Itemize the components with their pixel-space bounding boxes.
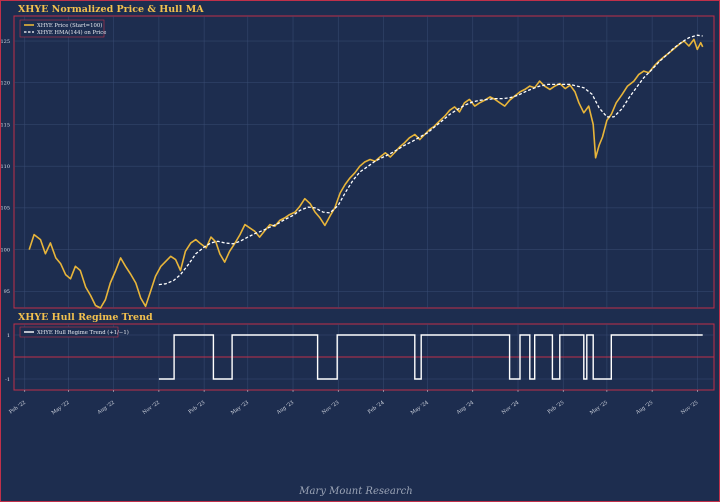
x-tick-label: May '23 <box>230 400 250 417</box>
x-tick-label: Aug '24 <box>455 400 475 417</box>
x-tick-label: Feb '23 <box>188 400 207 416</box>
x-tick-label: Feb '24 <box>367 400 386 416</box>
x-tick-label: May '22 <box>51 400 71 417</box>
price-grid <box>14 16 714 308</box>
price-legend-box <box>19 19 105 38</box>
x-tick-label: Nov '22 <box>142 400 161 416</box>
regime-series <box>158 334 703 380</box>
x-tick-label: Nov '24 <box>501 400 520 416</box>
price-panel-title: XHYE Normalized Price & Hull MA <box>18 4 204 15</box>
regime-panel: XHYE Hull Regime Trend -1 1 XHYE Hull Reg… <box>5 312 715 391</box>
price-y-tick-label: 100 <box>0 247 10 253</box>
hma-line <box>158 34 703 286</box>
regime-legend-box <box>19 326 119 338</box>
price-y-tick-label: 105 <box>0 206 10 212</box>
price-y-tick-label: 125 <box>0 39 10 45</box>
price-legend: XHYE Price (Start=100) XHYE HMA(144) on … <box>19 19 106 38</box>
price-y-tick-label: 115 <box>0 122 10 128</box>
price-y-tick-label: 110 <box>0 164 10 170</box>
price-y-ticks: 95 100 105 110 115 120 125 <box>0 39 10 295</box>
x-tick-label: Aug '22 <box>96 400 116 417</box>
price-y-tick-label: 120 <box>0 81 10 87</box>
price-line <box>28 38 704 309</box>
regime-y-ticks: -1 1 <box>5 333 10 383</box>
x-tick-label: Aug '25 <box>634 400 654 417</box>
price-legend-label: XHYE Price (Start=100) <box>37 22 102 29</box>
x-tick-label: Feb '22 <box>8 400 27 416</box>
x-axis-ticks: Feb '22 May '22 Aug '22 Nov '22 Feb '23 May '… <box>8 390 699 416</box>
hma-legend-label: XHYE HMA(144) on Price <box>37 29 106 36</box>
x-tick-label: Aug '23 <box>275 400 295 417</box>
regime-legend: XHYE Hull Regime Trend (+1/−1) <box>19 326 129 338</box>
price-panel-border <box>13 15 715 309</box>
price-panel: XHYE Normalized Price & Hull MA 95 100 105… <box>0 4 715 309</box>
x-tick-label: Feb '25 <box>547 400 566 416</box>
price-y-tick-label: 95 <box>4 289 10 295</box>
watermark: Mary Mount Research <box>298 486 412 497</box>
regime-line <box>158 334 703 380</box>
x-tick-label: May '25 <box>589 400 609 417</box>
price-series <box>28 34 704 309</box>
regime-legend-label: XHYE Hull Regime Trend (+1/−1) <box>37 329 129 336</box>
x-tick-label: Nov '23 <box>321 400 340 416</box>
regime-y-tick-label: -1 <box>5 377 10 383</box>
regime-y-tick-label: 1 <box>7 333 10 339</box>
x-tick-label: Nov '25 <box>680 400 699 416</box>
regime-panel-title: XHYE Hull Regime Trend <box>18 312 153 323</box>
x-tick-label: May '24 <box>410 400 430 417</box>
